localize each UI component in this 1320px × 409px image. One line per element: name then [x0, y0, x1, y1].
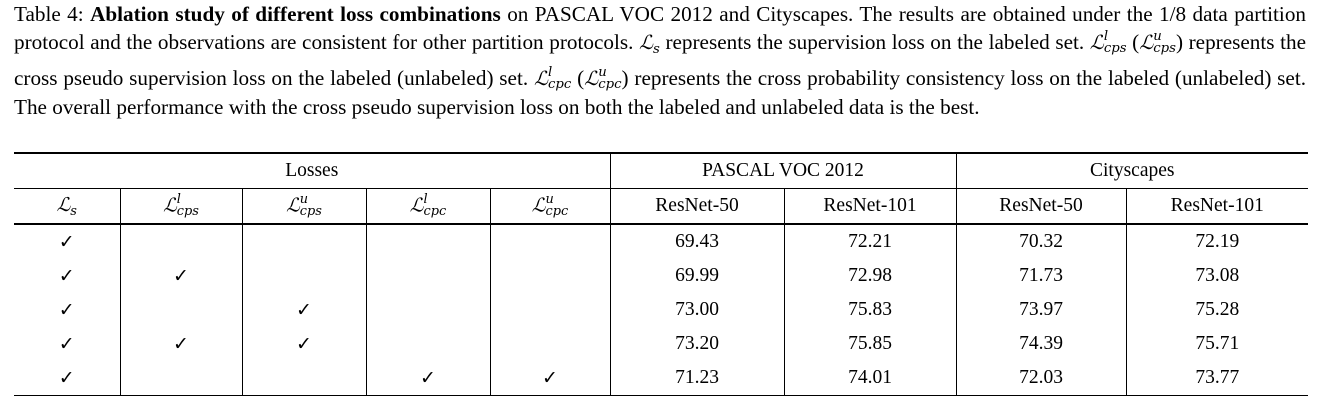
miou-value: 72.98: [784, 259, 957, 293]
header-city-resnet50: ResNet-50: [956, 188, 1127, 225]
check-mark-icon: ✓: [242, 327, 367, 361]
check-mark-icon: ✓: [14, 327, 121, 361]
caption-text-2: represents the supervision loss on the l…: [659, 30, 1090, 54]
empty-cell: [366, 259, 491, 293]
table-caption: Table 4: Ablation study of different los…: [14, 2, 1307, 119]
empty-cell: [242, 259, 367, 293]
miou-value: 74.01: [784, 361, 957, 396]
empty-cell: [490, 327, 611, 361]
miou-value: 73.77: [1126, 361, 1308, 396]
caption-label: Table 4:: [14, 2, 84, 26]
caption-text-4: represents the cross probability consist…: [14, 65, 1307, 119]
miou-value: 75.83: [784, 293, 957, 327]
check-mark-icon: ✓: [14, 361, 121, 396]
miou-value: 75.85: [784, 327, 957, 361]
caption-text-3: represents the cross pseudo supervision …: [14, 30, 1306, 90]
miou-value: 72.03: [956, 361, 1127, 396]
header-loss-s: ℒs: [14, 188, 121, 225]
check-mark-icon: ✓: [14, 224, 121, 259]
header-city-resnet101: ResNet-101: [1126, 188, 1308, 225]
miou-value: 73.97: [956, 293, 1127, 327]
empty-cell: [490, 259, 611, 293]
empty-cell: [366, 224, 491, 259]
check-mark-icon: ✓: [242, 293, 367, 327]
caption-title: Ablation study of different loss combina…: [90, 2, 501, 26]
table-row: ✓ ✓ 73.00 75.83 73.97 75.28: [14, 293, 1308, 327]
miou-value: 69.99: [610, 259, 785, 293]
header-voc-resnet50: ResNet-50: [610, 188, 785, 225]
miou-value: 70.32: [956, 224, 1127, 259]
check-mark-icon: ✓: [14, 259, 121, 293]
empty-cell: [120, 361, 243, 396]
header-voc-resnet101: ResNet-101: [784, 188, 957, 225]
check-mark-icon: ✓: [490, 361, 611, 396]
check-mark-icon: ✓: [120, 327, 243, 361]
table-row: ✓ ✓ ✓ 73.20 75.85 74.39 75.71: [14, 327, 1308, 361]
header-losses: Losses: [14, 152, 611, 189]
check-mark-icon: ✓: [14, 293, 121, 327]
miou-value: 71.23: [610, 361, 785, 396]
miou-value: 69.43: [610, 224, 785, 259]
miou-value: 73.08: [1195, 265, 1240, 286]
table-row: ✓ ✓ 69.99 72.98 71.73 73.08: [14, 259, 1308, 293]
miou-value: 72.19: [1195, 231, 1240, 252]
miou-value: 73.00: [610, 293, 785, 327]
empty-cell: [242, 224, 367, 259]
empty-cell: [490, 224, 611, 259]
table-row: ✓ 69.43 72.21 70.32 72.19: [14, 224, 1308, 259]
empty-cell: [366, 327, 491, 361]
empty-cell: [120, 224, 243, 259]
check-mark-icon: ✓: [366, 361, 491, 396]
loss-s-symbol: ℒs: [638, 31, 660, 57]
miou-value: 75.28: [1195, 299, 1240, 320]
table-body: ✓ 69.43 72.21 70.32 72.19 ✓ ✓ 69.99 72.98 71.73 73…: [14, 224, 1308, 396]
caption-text-1: on PASCAL VOC 2012 and Cityscapes. The r…: [14, 2, 1307, 54]
miou-value: 71.73: [956, 259, 1127, 293]
miou-value: 73.20: [610, 327, 785, 361]
header-pascal-voc: PASCAL VOC 2012: [610, 152, 957, 189]
table-row: ✓ ✓ ✓ 71.23 74.01 72.03 73.77: [14, 361, 1308, 396]
check-mark-icon: ✓: [120, 259, 243, 293]
header-cityscapes: Cityscapes: [956, 152, 1308, 189]
group-header-row: Losses PASCAL VOC 2012 Cityscapes: [14, 152, 1308, 189]
miou-value: 74.39: [956, 327, 1127, 361]
miou-value: 75.71: [1195, 333, 1240, 354]
empty-cell: [490, 293, 611, 327]
empty-cell: [120, 293, 243, 327]
miou-value: 72.21: [784, 224, 957, 259]
empty-cell: [366, 293, 491, 327]
empty-cell: [242, 361, 367, 396]
